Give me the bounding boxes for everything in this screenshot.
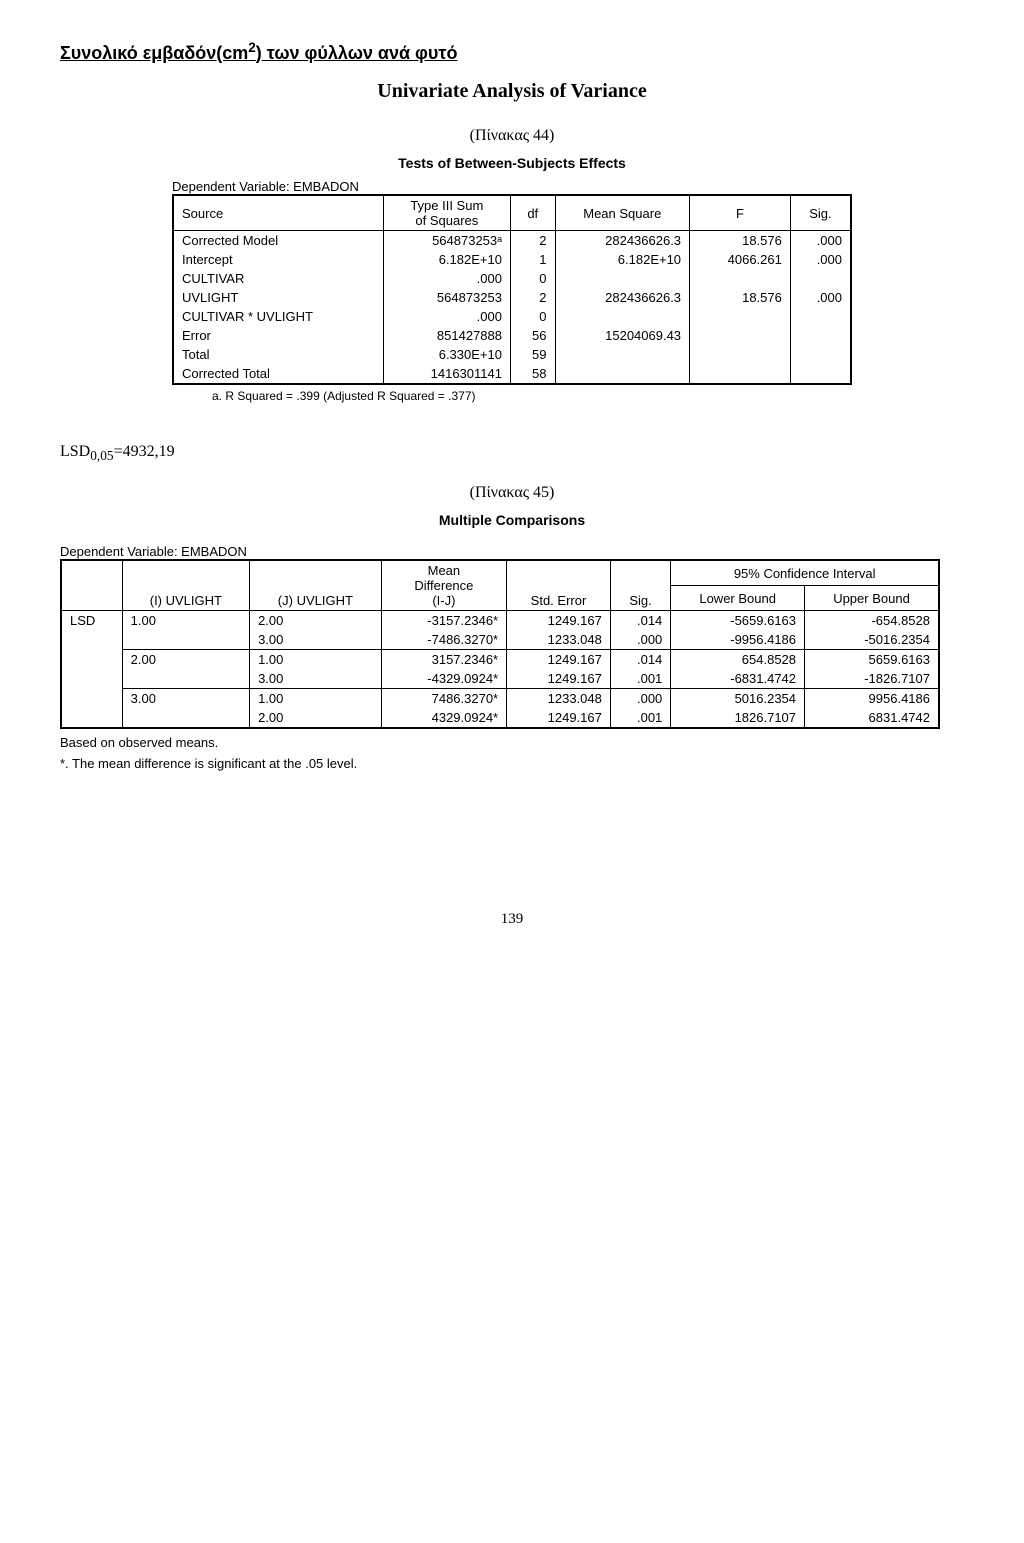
table-row: Intercept6.182E+1016.182E+104066.261.000: [173, 250, 851, 269]
table-row: 3.001.007486.3270*1233.048.0005016.23549…: [61, 689, 939, 709]
table-row: Corrected Total141630114158: [173, 364, 851, 384]
mc-h-j: (J) UVLIGHT: [250, 560, 382, 611]
table-row: Total6.330E+1059: [173, 345, 851, 364]
anova-footnote: a. R Squared = .399 (Adjusted R Squared …: [212, 389, 852, 403]
pinakas-45-label: (Πίνακας 45): [60, 484, 964, 502]
mc-h-ub: Upper Bound: [805, 586, 939, 611]
title-sup: 2: [248, 40, 256, 55]
table-row: 2.004329.0924*1249.167.0011826.71076831.…: [61, 708, 939, 728]
tests-caption: Tests of Between-Subjects Effects: [172, 155, 852, 171]
anova-h-ss: Type III Sum of Squares: [383, 195, 510, 231]
anova-h-sig: Sig.: [790, 195, 851, 231]
mc-h-sig: Sig.: [610, 560, 670, 611]
mc-note-2: *. The mean difference is significant at…: [60, 756, 940, 771]
table-row: Error8514278885615204069.43: [173, 326, 851, 345]
main-analysis-title: Univariate Analysis of Variance: [60, 80, 964, 103]
anova-h-source: Source: [173, 195, 383, 231]
page-title: Συνολικό εμβαδόν(cm2) των φύλλων ανά φυτ…: [60, 40, 964, 64]
anova-block: Tests of Between-Subjects Effects Depend…: [172, 155, 852, 403]
table-row: UVLIGHT5648732532282436626.318.576.000: [173, 288, 851, 307]
mc-h-se: Std. Error: [507, 560, 611, 611]
mc-h-i: (I) UVLIGHT: [122, 560, 249, 611]
table-row: CULTIVAR.0000: [173, 269, 851, 288]
page-number: 139: [60, 911, 964, 928]
table-row: 3.00-7486.3270*1233.048.000-9956.4186-50…: [61, 630, 939, 650]
table-row: LSD1.002.00-3157.2346*1249.167.014-5659.…: [61, 611, 939, 631]
title-prefix: Συνολικό εμβαδόν(cm: [60, 43, 248, 63]
pinakas-44-label: (Πίνακας 44): [60, 127, 964, 145]
anova-h-f: F: [690, 195, 791, 231]
mc-block: Dependent Variable: EMBADON (I) UVLIGHT …: [60, 544, 940, 771]
table-row: Corrected Model564873253ᵃ2282436626.318.…: [173, 231, 851, 251]
mc-note-1: Based on observed means.: [60, 735, 940, 750]
mc-h-md: Mean Difference (I-J): [381, 560, 506, 611]
dependent-variable-2: Dependent Variable: EMBADON: [60, 544, 940, 559]
mc-h-ci: 95% Confidence Interval: [671, 560, 939, 586]
mc-caption: Multiple Comparisons: [60, 512, 964, 528]
mc-table: (I) UVLIGHT (J) UVLIGHT Mean Difference …: [60, 559, 940, 729]
title-suffix: ) των φύλλων ανά φυτό: [256, 43, 458, 63]
lsd-value: LSD0,05=4932,19: [60, 443, 964, 464]
anova-h-df: df: [510, 195, 555, 231]
mc-h-lb: Lower Bound: [671, 586, 805, 611]
table-row: 3.00-4329.0924*1249.167.001-6831.4742-18…: [61, 669, 939, 689]
anova-table: Source Type III Sum of Squares df Mean S…: [172, 194, 852, 385]
table-row: 2.001.003157.2346*1249.167.014654.852856…: [61, 650, 939, 670]
anova-h-ms: Mean Square: [555, 195, 690, 231]
dependent-variable-1: Dependent Variable: EMBADON: [172, 179, 852, 194]
table-row: CULTIVAR * UVLIGHT.0000: [173, 307, 851, 326]
